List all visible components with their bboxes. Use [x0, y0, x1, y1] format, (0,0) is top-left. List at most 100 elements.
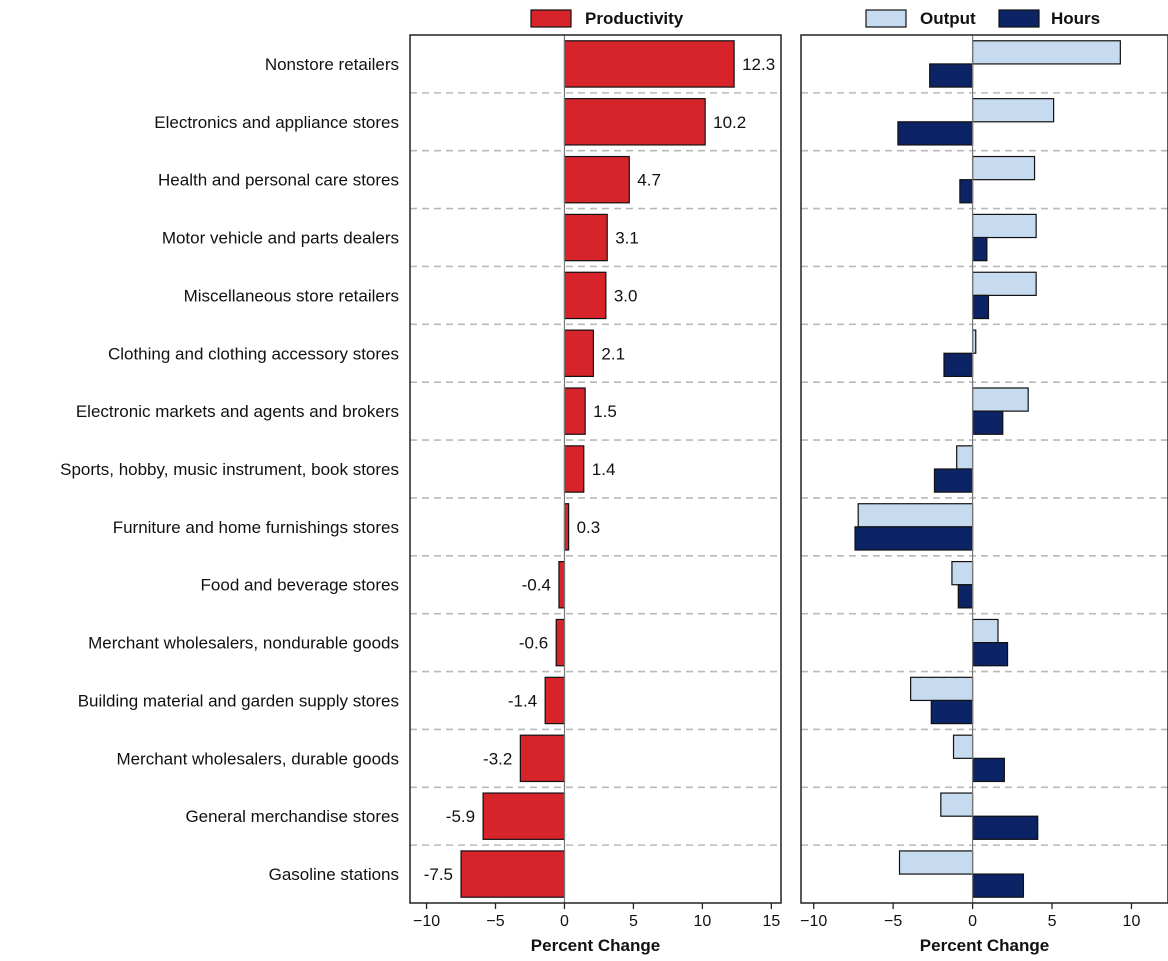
hours-bar — [971, 236, 988, 262]
x-tick-label: 0 — [968, 913, 977, 930]
productivity-bar — [563, 445, 585, 493]
legend-swatch-productivity — [530, 9, 572, 28]
hours-bar — [971, 641, 1009, 667]
legend-swatch-hours — [998, 9, 1040, 28]
data-label: -0.4 — [522, 576, 551, 595]
output-bar — [971, 213, 1037, 239]
output-bar — [971, 618, 999, 644]
x-tick-label: −5 — [884, 913, 902, 930]
x-tick-label: −5 — [486, 913, 504, 930]
hours-bar — [897, 121, 974, 146]
x-axis-label: Percent Change — [920, 936, 1049, 955]
hours-bar — [929, 63, 974, 88]
productivity-bar — [563, 40, 735, 88]
data-label: -7.5 — [424, 865, 453, 884]
hours-bar — [943, 352, 974, 378]
output-bar — [910, 676, 974, 702]
productivity-bar — [482, 792, 566, 840]
x-tick-label: 5 — [1048, 913, 1057, 930]
productivity-bar — [563, 155, 630, 204]
x-axis-label: Percent Change — [531, 936, 660, 955]
category-label: Food and beverage stores — [201, 576, 399, 595]
productivity-bar — [563, 213, 608, 262]
text-layer: 12.3 10.2 4.7 3.1 3.0 2.1 1.5 1.4 0.3 -0.4 -0.6 -1.… — [60, 55, 1140, 955]
x-tick-label: −10 — [800, 913, 827, 930]
productivity-bar — [544, 676, 566, 725]
output-bar — [971, 387, 1029, 412]
hours-bar — [933, 468, 974, 493]
data-label: 12.3 — [742, 55, 775, 74]
category-label: Merchant wholesalers, nondurable goods — [88, 634, 399, 653]
data-label: -5.9 — [446, 807, 475, 826]
productivity-bar — [460, 850, 566, 898]
productivity-bar — [563, 387, 586, 435]
category-label: Electronics and appliance stores — [154, 113, 399, 132]
productivity-bar — [563, 271, 607, 320]
bars-layer — [460, 40, 1121, 898]
output-bar — [971, 155, 1036, 181]
frame-layer — [409, 34, 1168, 909]
data-label: 3.0 — [614, 286, 638, 305]
category-label: General merchandise stores — [185, 807, 399, 826]
category-label: Clothing and clothing accessory stores — [108, 344, 399, 363]
output-bar — [971, 98, 1055, 123]
output-bar — [971, 40, 1121, 65]
data-label: 3.1 — [615, 229, 639, 248]
plot-frame — [409, 34, 782, 904]
x-tick-label: 10 — [693, 913, 711, 930]
category-label: Health and personal care stores — [158, 171, 399, 190]
hours-bar — [957, 584, 974, 609]
category-label: Motor vehicle and parts dealers — [162, 229, 399, 248]
plot-frame — [800, 34, 1168, 904]
data-label: -0.6 — [519, 634, 548, 653]
legend-label-output: Output — [920, 9, 976, 28]
separator-layer — [410, 92, 1168, 846]
x-tick-label: 0 — [560, 913, 569, 930]
data-label: 1.5 — [593, 402, 617, 421]
output-bar — [857, 503, 974, 528]
x-tick-label: 10 — [1123, 913, 1141, 930]
data-label: 2.1 — [601, 344, 625, 363]
zero-line-layer — [563, 35, 974, 903]
hours-bar — [971, 410, 1004, 435]
hours-bar — [971, 757, 1005, 783]
x-tick-label: 15 — [762, 913, 780, 930]
category-label: Building material and garden supply stor… — [78, 691, 399, 710]
category-label: Gasoline stations — [269, 865, 399, 884]
hours-bar — [971, 815, 1039, 840]
productivity-bar — [519, 734, 566, 783]
productivity-bar — [555, 618, 566, 667]
hours-bar — [959, 179, 974, 204]
output-bar — [951, 560, 974, 586]
data-label: 0.3 — [577, 518, 601, 537]
category-label: Furniture and home furnishings stores — [113, 518, 399, 537]
data-label: 1.4 — [592, 460, 616, 479]
output-bar — [971, 271, 1037, 296]
category-label: Electronic markets and agents and broker… — [76, 402, 399, 421]
data-label: -3.2 — [483, 749, 512, 768]
x-tick-label: 5 — [629, 913, 638, 930]
hours-bar — [971, 873, 1025, 898]
legend-label-hours: Hours — [1051, 9, 1100, 28]
data-label: 4.7 — [637, 171, 661, 190]
output-bar — [952, 734, 974, 759]
category-label: Miscellaneous store retailers — [184, 286, 399, 305]
data-label: 10.2 — [713, 113, 746, 132]
output-bar — [956, 445, 974, 470]
hours-bar — [971, 294, 990, 320]
legend-layer: Productivity Output Hours — [530, 9, 1100, 28]
hours-bar — [930, 699, 974, 725]
productivity-bar — [563, 98, 706, 146]
category-label: Nonstore retailers — [265, 55, 399, 74]
hours-bar — [854, 526, 974, 551]
legend-label-productivity: Productivity — [585, 9, 684, 28]
category-label: Merchant wholesalers, durable goods — [116, 749, 399, 768]
productivity-bar — [558, 560, 566, 609]
output-bar — [898, 850, 974, 875]
productivity-bar — [563, 503, 570, 551]
category-label: Sports, hobby, music instrument, book st… — [60, 460, 399, 479]
legend-swatch-output — [865, 9, 907, 28]
x-tick-label: −10 — [413, 913, 440, 930]
